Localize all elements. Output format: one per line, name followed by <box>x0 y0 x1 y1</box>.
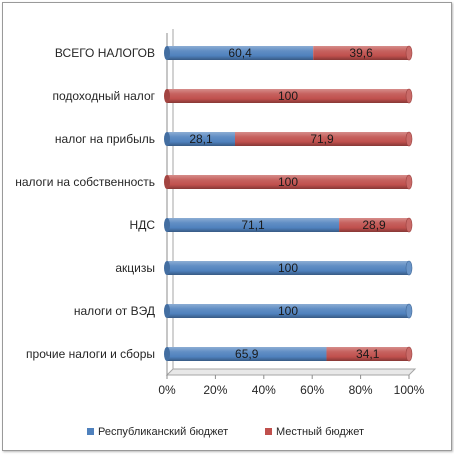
bar-segment <box>235 132 409 146</box>
bar-segment <box>339 218 409 232</box>
data-label: 34,1 <box>356 347 380 361</box>
x-tick-label: 0% <box>158 383 176 397</box>
category-label: прочие налоги и сборы <box>26 347 155 361</box>
x-tick-label: 80% <box>349 383 373 397</box>
bar-start-cap <box>164 89 170 103</box>
legend-label: Республиканский бюджет <box>98 426 228 438</box>
bar-segment <box>167 89 409 103</box>
bar-start-cap <box>164 132 170 146</box>
bar-end-cap <box>405 217 413 233</box>
legend-swatch <box>265 428 272 435</box>
legend-label: Местный бюджет <box>276 426 364 438</box>
category-label: налоги на собственность <box>15 175 155 189</box>
data-label: 39,6 <box>349 46 373 60</box>
bar-end-cap <box>405 260 413 276</box>
bar-start-cap <box>164 261 170 275</box>
bar-segment <box>167 132 236 146</box>
bar-segment <box>167 347 327 361</box>
category-label: подоходный налог <box>52 89 155 103</box>
bar-end-cap <box>405 346 413 362</box>
data-label: 100 <box>278 304 298 318</box>
bar-segment <box>167 175 409 189</box>
bar-start-cap <box>164 347 170 361</box>
bar-end-cap <box>405 131 413 147</box>
category-label: налог на прибыль <box>55 132 155 146</box>
x-tick-label: 20% <box>203 383 227 397</box>
chart-frame: 0% 20% 40% 60% 80% 100% ВСЕГО НАЛОГОВ 60,4 39,6 п… <box>2 2 452 451</box>
data-label: 28,1 <box>189 132 213 146</box>
bar-segment <box>167 218 340 232</box>
bar-segment <box>326 347 409 361</box>
x-tick-label: 100% <box>394 383 425 397</box>
chart-floor <box>165 368 417 376</box>
category-label: НДС <box>130 218 156 232</box>
data-label: 71,1 <box>241 218 265 232</box>
bar-start-cap <box>164 304 170 318</box>
stacked-bar-chart: 0% 20% 40% 60% 80% 100% ВСЕГО НАЛОГОВ 60,4 39,6 п… <box>15 29 425 438</box>
data-label: 60,4 <box>228 46 252 60</box>
bar-end-cap <box>405 303 413 319</box>
bar-segment <box>167 261 409 275</box>
category-label: налоги от ВЭД <box>74 304 155 318</box>
data-label: 28,9 <box>362 218 386 232</box>
bar-start-cap <box>164 46 170 60</box>
bar-segment <box>167 46 314 60</box>
bar-end-cap <box>405 45 413 61</box>
x-tick-label: 40% <box>252 383 276 397</box>
category-label: ВСЕГО НАЛОГОВ <box>55 46 155 60</box>
bar-start-cap <box>164 175 170 189</box>
x-tick-label: 60% <box>300 383 324 397</box>
bar-end-cap <box>405 174 413 190</box>
legend-swatch <box>87 428 94 435</box>
bar-start-cap <box>164 218 170 232</box>
bar-segment <box>313 46 409 60</box>
data-label: 71,9 <box>310 132 334 146</box>
data-label: 100 <box>278 175 298 189</box>
bar-segment <box>167 304 409 318</box>
data-label: 100 <box>278 89 298 103</box>
category-label: акцизы <box>115 261 155 275</box>
data-label: 100 <box>278 261 298 275</box>
data-label: 65,9 <box>235 347 259 361</box>
bar-end-cap <box>405 88 413 104</box>
